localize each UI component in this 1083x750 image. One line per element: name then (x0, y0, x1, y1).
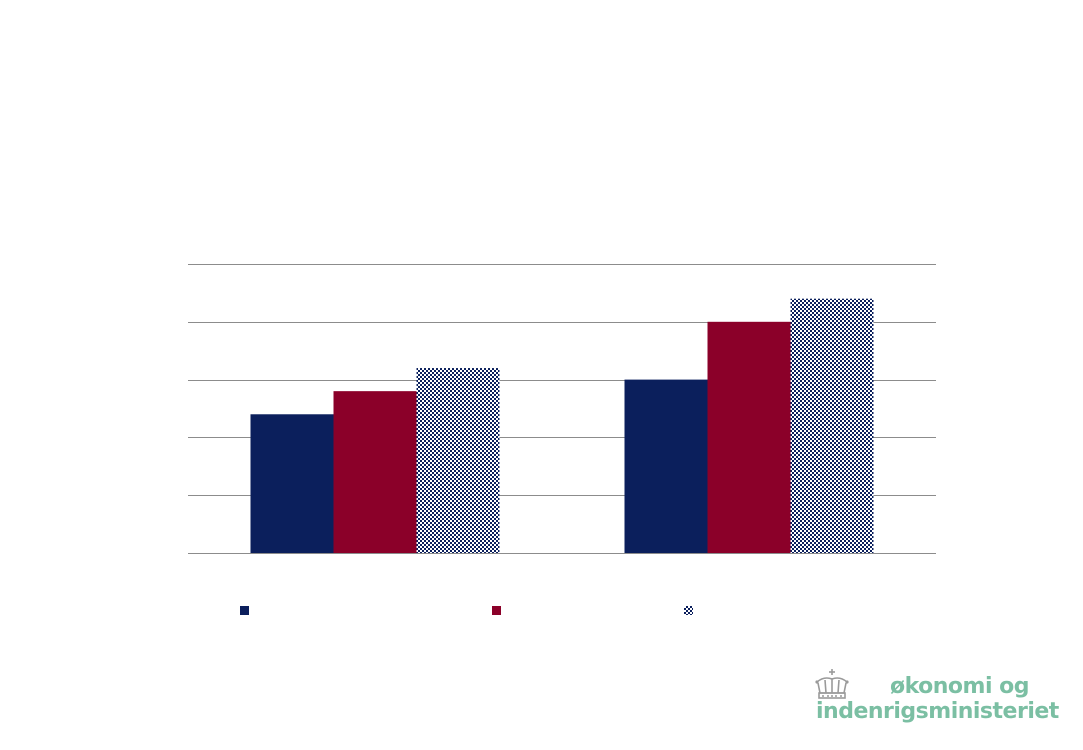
legend-marker-series1 (240, 606, 249, 615)
crown-icon (815, 669, 849, 699)
bar-series2-category2 (707, 321, 791, 553)
bar-series2-category1 (333, 391, 417, 553)
bar-series1-category1 (250, 414, 334, 553)
logo-text-line2: indenrigsministeriet (816, 699, 1059, 724)
bar-series3-category2 (790, 298, 874, 553)
bar-series1-category2 (624, 379, 708, 553)
bars (250, 298, 874, 553)
legend-marker-series2 (492, 606, 501, 615)
logo-text-line1: økonomi og (890, 674, 1030, 699)
bar-series3-category1 (416, 368, 500, 553)
legend (240, 606, 693, 615)
legend-marker-series3 (684, 606, 693, 615)
ministry-logo: økonomi og indenrigsministeriet (812, 664, 1059, 728)
